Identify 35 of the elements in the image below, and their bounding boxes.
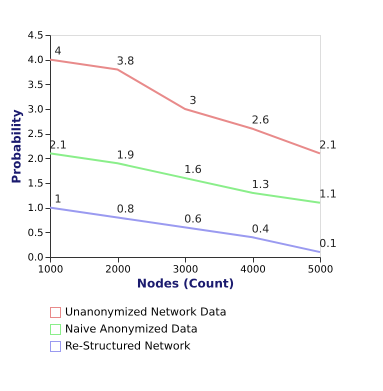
data-label: 2.6 xyxy=(252,114,270,127)
x-tick-label: 2000 xyxy=(105,264,131,276)
legend-label: Naive Anonymized Data xyxy=(65,322,198,336)
data-label: 3.8 xyxy=(116,54,134,68)
y-tick-label: 4.5 xyxy=(28,30,44,42)
data-label: 2.1 xyxy=(319,138,337,152)
data-label: 3 xyxy=(190,94,196,107)
data-label: 1.3 xyxy=(252,178,270,191)
data-label: 0.8 xyxy=(116,202,134,216)
line-series xyxy=(49,152,321,204)
y-axis-title: Probability xyxy=(10,109,24,184)
data-label: 1.6 xyxy=(184,163,202,176)
data-label: 0.1 xyxy=(319,237,337,250)
y-tick-label: 0.0 xyxy=(28,252,44,264)
y-tick-label: 1.0 xyxy=(28,203,44,214)
data-label: 0.6 xyxy=(184,212,202,226)
data-label: 1.1 xyxy=(319,188,337,201)
data-label: 1 xyxy=(54,192,62,206)
legend-label: Re-Structured Network xyxy=(65,340,192,352)
data-label: 1.9 xyxy=(116,148,134,162)
y-tick-label: 3.0 xyxy=(28,104,44,116)
y-tick-label: 4.0 xyxy=(28,55,44,66)
legend-label: Unanonymized Network Data xyxy=(65,306,226,318)
data-label: 4 xyxy=(54,44,62,58)
y-tick-label: 1.5 xyxy=(28,178,44,190)
y-tick-label: 2.0 xyxy=(28,154,44,165)
x-tick-label: 1000 xyxy=(38,264,64,276)
y-tick-label: 2.5 xyxy=(28,129,44,140)
data-label: 0.4 xyxy=(252,222,270,236)
x-axis-title: Nodes (Count) xyxy=(136,276,234,290)
y-tick-label: 0.5 xyxy=(28,228,44,239)
y-tick-label: 3.5 xyxy=(28,80,44,91)
x-tick-label: 5000 xyxy=(308,264,334,276)
x-tick-label: 4000 xyxy=(240,264,266,276)
x-tick-label: 3000 xyxy=(172,264,198,276)
